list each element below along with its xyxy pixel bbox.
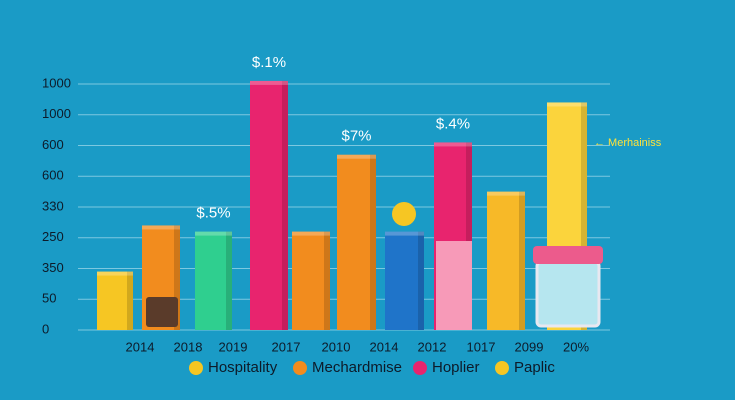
bar-top <box>337 154 376 159</box>
x-tick-label: 2099 <box>515 339 544 354</box>
bar-side <box>370 154 376 330</box>
legend-label: Hoplier <box>432 359 480 376</box>
bar-group <box>337 154 376 330</box>
bar-side <box>282 80 288 330</box>
legend-swatch <box>495 361 509 375</box>
bar-side <box>466 142 472 330</box>
y-tick-label: 50 <box>42 291 56 306</box>
y-tick-label: 350 <box>42 260 64 275</box>
bar-group <box>385 231 424 330</box>
legend-swatch <box>413 361 427 375</box>
bar-top <box>434 142 472 147</box>
bar <box>385 231 424 330</box>
y-tick-label: 600 <box>42 137 64 152</box>
bar-group <box>292 231 330 330</box>
y-tick-label: 1000 <box>42 75 71 90</box>
bar-group <box>195 231 232 330</box>
bar-side <box>519 191 525 330</box>
bar <box>195 231 232 330</box>
bar-group <box>250 80 288 330</box>
bar-top <box>292 231 330 236</box>
annotation: ← Merhainiss <box>594 137 662 149</box>
x-tick-label: 2010 <box>322 339 351 354</box>
x-tick-label: 2017 <box>272 339 301 354</box>
legend-label: Hospitality <box>208 359 278 376</box>
bar-top <box>142 225 180 230</box>
x-tick-label: 2019 <box>219 339 248 354</box>
legend-label: Mechardmise <box>312 359 402 376</box>
bar-side <box>226 231 232 330</box>
bar-group <box>97 271 133 330</box>
y-tick-label: 600 <box>42 168 64 183</box>
bar <box>250 80 288 330</box>
bar-side <box>324 231 330 330</box>
bar-top <box>385 231 424 236</box>
bar-top <box>487 191 525 196</box>
x-tick-label: 20% <box>563 339 589 354</box>
x-tick-label: 2012 <box>418 339 447 354</box>
bar-top <box>547 102 587 107</box>
icon-bulb <box>392 202 416 226</box>
bar-top <box>195 231 232 236</box>
legend-label: Paplic <box>514 359 555 376</box>
legend-swatch <box>189 361 203 375</box>
icon-shop <box>535 260 601 328</box>
bar <box>97 271 133 330</box>
bar-group <box>487 191 525 330</box>
y-tick-label: 1000 <box>42 106 71 121</box>
y-tick-label: 0 <box>42 321 49 336</box>
x-tick-label: 2014 <box>126 339 155 354</box>
x-tick-label: 2014 <box>370 339 399 354</box>
x-tick-label: 2018 <box>174 339 203 354</box>
bar-label: $.5% <box>196 205 230 222</box>
bar <box>292 231 330 330</box>
x-tick-label: 1017 <box>467 339 496 354</box>
bar <box>337 154 376 330</box>
bar-side <box>418 231 424 330</box>
y-tick-label: 330 <box>42 198 64 213</box>
bar-label: $7% <box>341 128 371 145</box>
icon-building <box>436 241 472 330</box>
bar-label: $.4% <box>436 115 470 132</box>
bar-side <box>174 225 180 330</box>
icon-briefcase <box>146 297 178 327</box>
bar <box>487 191 525 330</box>
bar-top <box>250 80 288 85</box>
bar-label: $.1% <box>252 54 286 71</box>
bar-top <box>97 271 133 276</box>
bar-side <box>581 102 587 330</box>
y-tick-label: 250 <box>42 229 64 244</box>
icon-awning <box>533 246 603 264</box>
legend-swatch <box>293 361 307 375</box>
bar-side <box>127 271 133 330</box>
